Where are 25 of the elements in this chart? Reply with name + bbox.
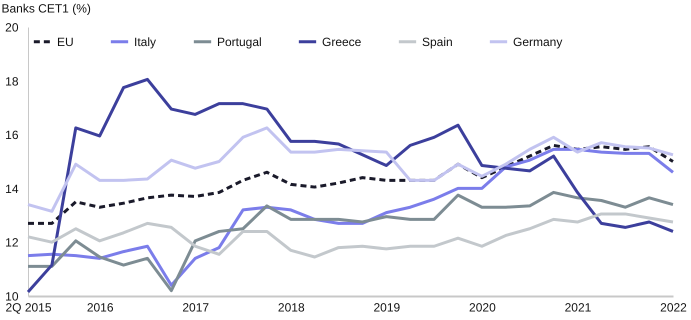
x-tick-label: 2020 (469, 300, 496, 314)
legend-label: Spain (422, 34, 453, 49)
legend-label: Italy (134, 34, 156, 49)
x-tick-label: 2016 (86, 300, 114, 314)
line-series (26, 190, 674, 292)
x-tick-label: 2019 (373, 300, 401, 314)
y-tick-label: 12 (5, 236, 19, 250)
y-axis-title: Banks CET1 (%) (2, 2, 91, 16)
line-series (26, 126, 674, 213)
legend-label: EU (57, 34, 74, 49)
y-tick-label: 10 (5, 290, 19, 304)
y-tick-label: 18 (5, 74, 19, 88)
x-tick-label: 2021 (564, 300, 592, 314)
y-tick-label: 14 (5, 182, 19, 196)
x-tick-label: 2017 (182, 300, 210, 314)
legend-label: Greece (322, 34, 362, 49)
x-tick-label: 2018 (278, 300, 305, 314)
line-series (26, 144, 674, 225)
legend-label: Portugal (217, 34, 262, 49)
x-tick-label: 2022 (660, 300, 688, 314)
y-tick-label: 20 (5, 20, 19, 34)
line-series (26, 78, 674, 294)
y-tick-label: 16 (5, 128, 19, 142)
x-tick-label: 2Q 2015 (5, 300, 52, 314)
legend-label: Germany (513, 34, 562, 49)
